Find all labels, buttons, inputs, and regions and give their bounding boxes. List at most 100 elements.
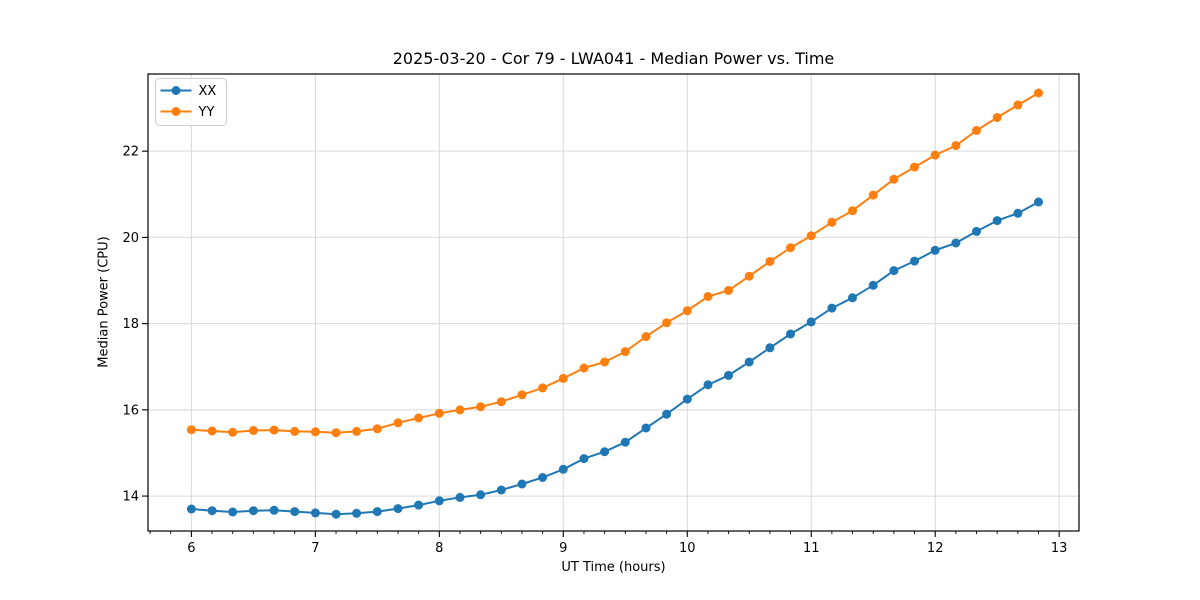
series-XX-marker [1013,208,1023,218]
series-YY-marker [248,426,258,435]
series-XX-marker [290,507,300,517]
chart-title: 2025-03-20 - Cor 79 - LWA041 - Median Po… [392,49,835,68]
series-YY-marker [290,426,300,436]
series-YY-marker [579,363,589,373]
series-YY-marker [1034,88,1043,98]
series-XX-marker [703,380,713,390]
series-YY-marker [434,408,444,418]
series-XX-marker [579,454,589,464]
legend-marker-sample [171,107,181,116]
series-XX-marker [724,370,733,380]
y-tick-label: 16 [122,403,139,418]
x-tick-label: 12 [927,541,944,556]
series-YY-marker [641,332,651,342]
series-YY-marker [352,426,362,436]
series-XX-marker [434,496,444,506]
y-tick-label: 18 [122,317,139,332]
series-YY-marker [930,150,940,160]
series-XX-marker [620,437,630,447]
series-XX-marker [889,266,899,276]
y-tick-label: 22 [122,145,139,160]
series-YY-marker [786,243,795,253]
legend-marker-sample [171,86,181,95]
series-YY-marker [310,427,320,437]
x-tick-label: 8 [435,541,443,556]
series-XX-marker [827,303,837,313]
series-XX-marker [352,508,362,518]
series-YY-marker [620,347,630,357]
series-YY-marker [207,426,217,436]
x-tick-label: 10 [679,541,696,556]
series-XX-marker [662,409,672,419]
series-XX-marker [310,508,320,518]
series-XX-marker [848,293,857,303]
series-XX-marker [455,492,465,502]
series-XX-marker [765,343,775,353]
series-YY-marker [228,427,238,437]
x-tick-label: 11 [803,541,820,556]
series-YY-marker [868,190,878,200]
series-XX-marker [972,226,981,236]
series-YY-marker [682,306,692,316]
series-YY-marker [744,271,754,281]
series-XX-marker [744,357,754,367]
series-YY-marker [848,206,857,216]
series-XX-marker [682,394,692,404]
series-XX-marker [951,238,961,248]
x-tick-label: 6 [187,541,195,556]
series-XX-marker [269,505,279,515]
y-tick-label: 20 [122,231,139,246]
series-YY-marker [951,141,961,151]
series-XX-marker [186,504,196,514]
series-YY-marker [992,113,1002,122]
series-XX-marker [496,485,506,495]
series-YY-marker [662,318,672,328]
x-tick-label: 7 [311,541,319,556]
legend-label-YY: YY [198,105,215,120]
x-axis-label: UT Time (hours) [561,560,666,575]
legend-label-XX: XX [199,84,217,99]
series-XX-marker [930,245,940,255]
series-YY-marker [889,174,899,184]
series-XX-marker [558,464,568,474]
series-XX-line [190,201,1040,516]
y-tick-label: 14 [122,490,139,505]
series-YY-marker [476,402,486,412]
series-XX-marker [393,504,403,514]
series-YY-marker [269,425,279,435]
series-YY-marker [496,397,506,407]
series-XX-marker [517,479,527,489]
series-YY-marker [393,418,403,428]
series-YY-marker [972,126,981,135]
series-YY-marker [724,285,733,295]
series-XX-marker [476,490,486,500]
series-YY-marker [765,257,775,266]
series-YY-marker [517,390,527,400]
series-YY-marker [806,231,816,241]
series-XX-marker [868,280,878,290]
series-XX-marker [910,256,919,266]
series-YY-marker [414,413,424,423]
series-XX-marker [992,216,1002,226]
series-XX-marker [538,473,548,482]
x-tick-label: 13 [1051,541,1068,556]
series-YY-marker [910,162,919,172]
series-YY-marker [538,383,548,393]
series-XX-marker [207,506,217,516]
series-XX-marker [600,447,610,457]
series-YY-marker [1013,100,1023,110]
series-XX-marker [1034,197,1043,207]
series-YY-marker [455,405,465,415]
series-XX-marker [806,317,816,327]
series-XX-marker [372,507,382,517]
series-YY-marker [331,428,341,438]
series-XX-marker [786,329,795,339]
series-YY-marker [186,425,196,435]
series-YY-marker [600,357,610,367]
series-XX-marker [414,500,424,510]
series-YY-marker [372,424,382,434]
series-XX-marker [228,507,238,517]
series-YY-marker [827,217,837,227]
